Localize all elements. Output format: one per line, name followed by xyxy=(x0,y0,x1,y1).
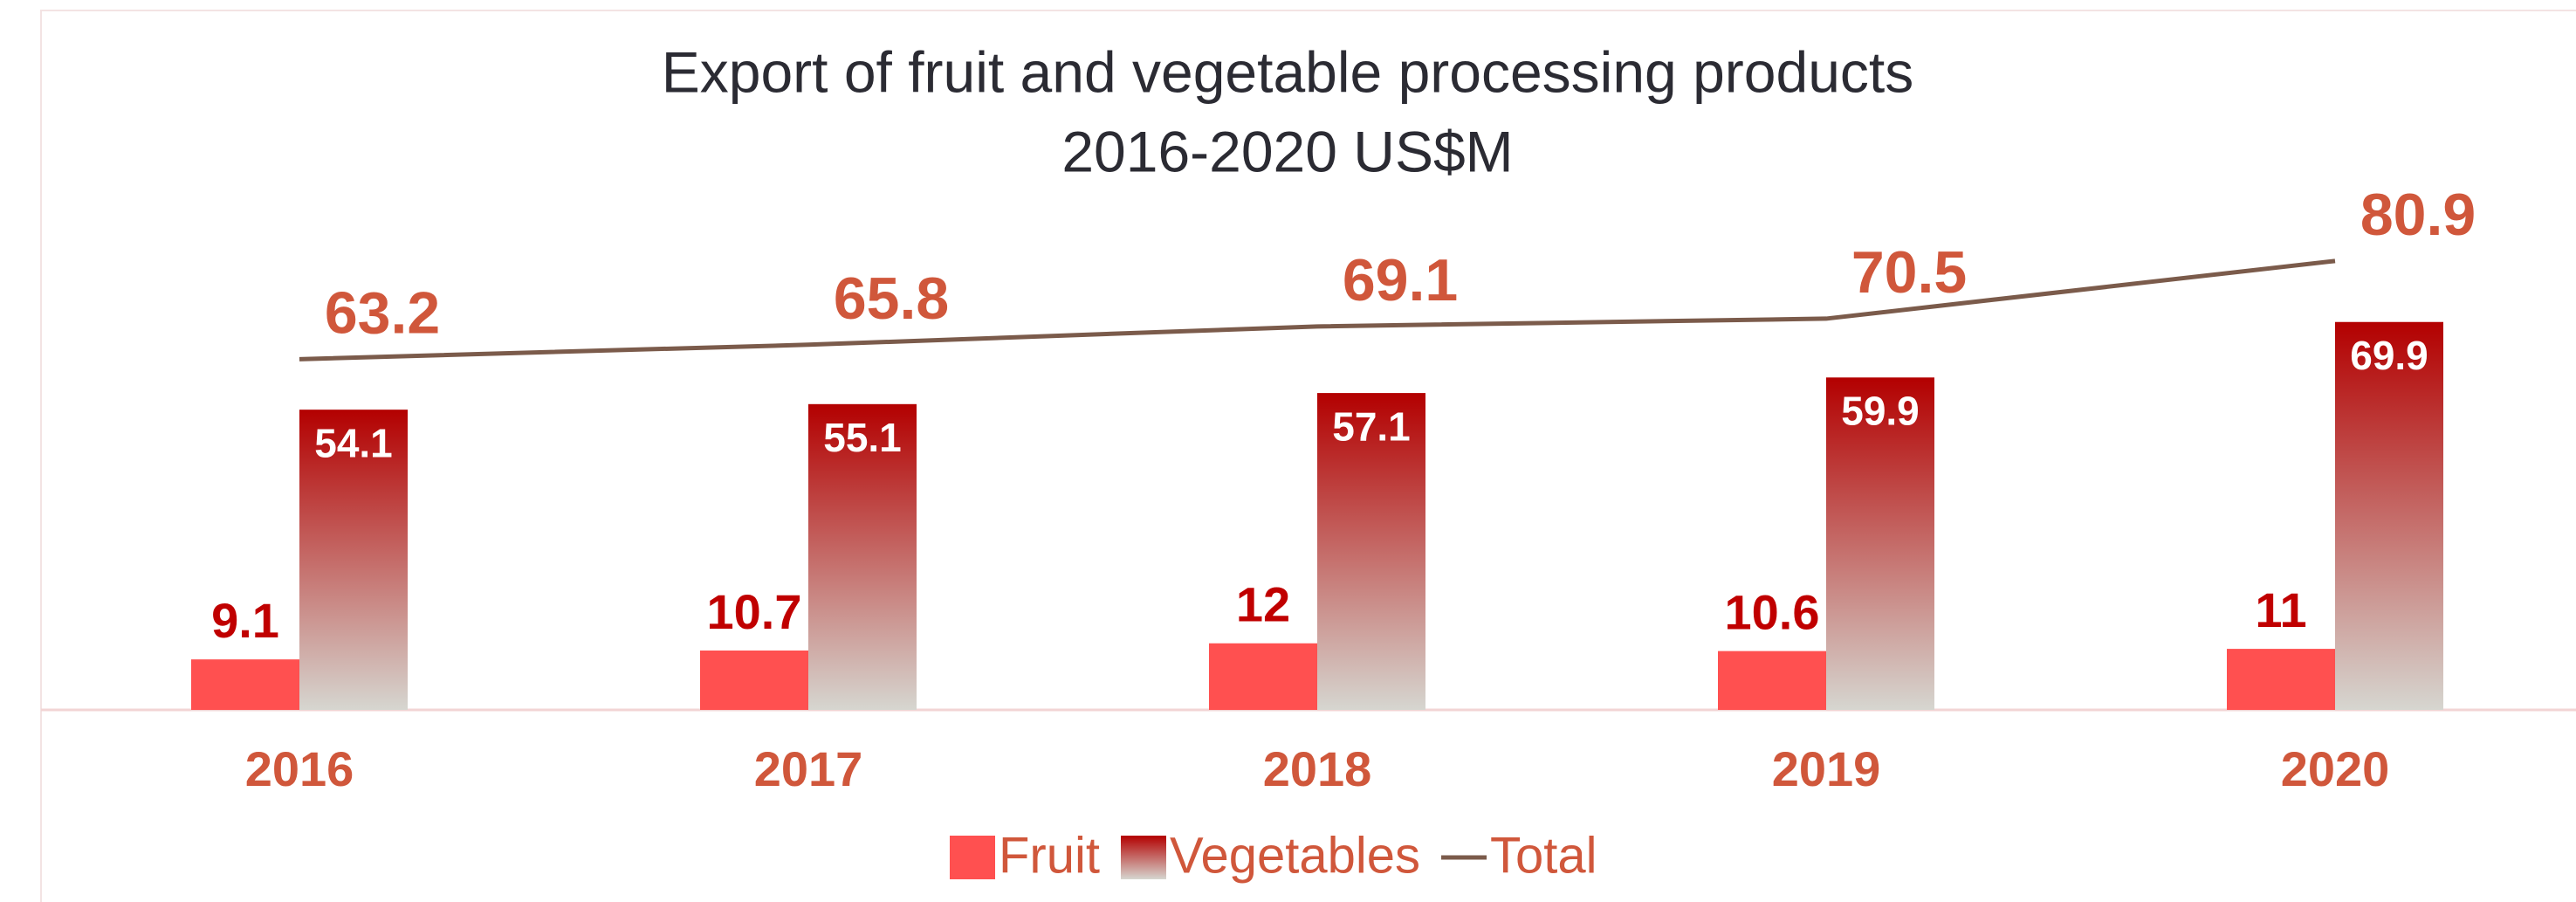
bar xyxy=(1826,377,1934,710)
legend-label: Fruit xyxy=(999,827,1100,884)
bar xyxy=(2335,321,2443,710)
data-label: 70.5 xyxy=(1851,239,1967,306)
bar xyxy=(191,659,299,710)
chart-subtitle: 2016-2020 US$M xyxy=(1061,119,1513,183)
data-label: 11 xyxy=(2255,582,2306,637)
data-label: 63.2 xyxy=(325,279,440,346)
chart-frame xyxy=(40,10,2576,902)
line xyxy=(299,258,2336,361)
bar xyxy=(1317,393,1425,710)
legend-swatch xyxy=(1121,836,1166,879)
bar xyxy=(1718,651,1826,710)
data-label: 10.6 xyxy=(1725,584,1820,639)
bar xyxy=(700,650,808,710)
x-tick-label: 2019 xyxy=(1772,741,1881,796)
x-tick-label: 2016 xyxy=(245,741,354,796)
legend-label: Vegetables xyxy=(1170,827,1420,884)
data-label: 65.8 xyxy=(834,265,949,332)
data-label: 12 xyxy=(1236,577,1290,632)
x-tick-label: 2020 xyxy=(2281,741,2390,796)
bar xyxy=(299,410,408,710)
legend-label: Total xyxy=(1490,827,1597,884)
bar xyxy=(808,403,917,710)
data-label: 69.9 xyxy=(2350,333,2428,378)
data-label: 55.1 xyxy=(823,415,902,460)
legend-swatch xyxy=(950,836,995,879)
data-label: 57.1 xyxy=(1332,403,1411,449)
chart-title: Export of fruit and vegetable processing… xyxy=(662,39,1914,104)
data-label: 54.1 xyxy=(314,420,393,465)
x-tick-label: 2017 xyxy=(754,741,863,796)
data-label: 9.1 xyxy=(211,593,279,648)
data-label: 10.7 xyxy=(707,584,802,639)
bar xyxy=(2227,649,2335,710)
data-label: 80.9 xyxy=(2360,182,2476,248)
bar xyxy=(1209,643,1317,710)
data-label: 59.9 xyxy=(1841,388,1920,433)
x-tick-label: 2018 xyxy=(1263,741,1372,796)
data-label: 69.1 xyxy=(1343,247,1458,313)
